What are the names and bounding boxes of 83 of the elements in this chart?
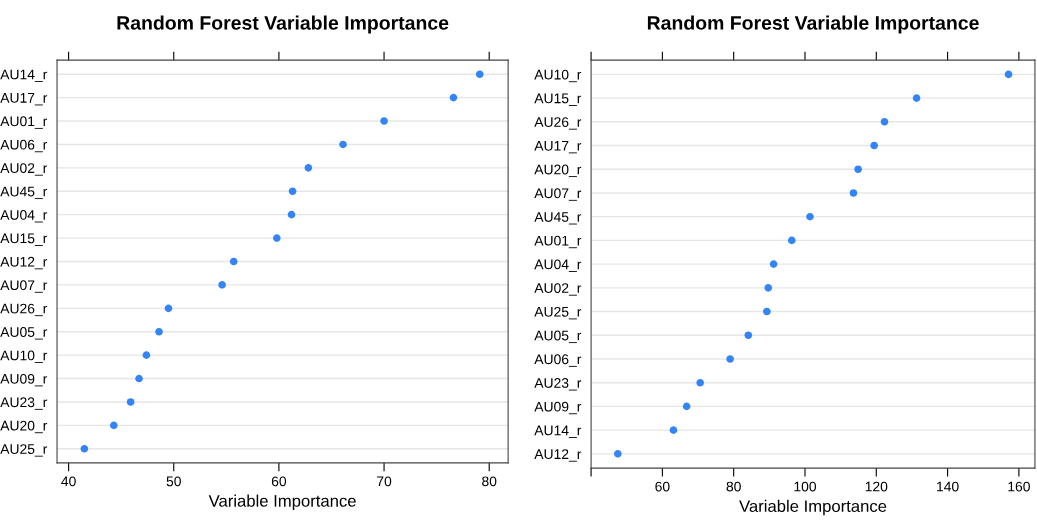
- y-tick-label: AU01_r: [534, 235, 582, 249]
- y-tick-label: AU26_r: [0, 303, 48, 317]
- y-tick-label: AU09_r: [534, 401, 582, 415]
- y-tick-label: AU17_r: [0, 93, 48, 106]
- point: [272, 234, 281, 242]
- x-tick-label: 100: [794, 481, 817, 492]
- point: [135, 374, 143, 383]
- point: [682, 402, 691, 411]
- point: [669, 426, 678, 434]
- y-tick-label: AU14_r: [534, 425, 582, 438]
- y-tick-label: AU26_r: [534, 117, 582, 130]
- chart-title: Random Forest Variable Importance: [647, 15, 979, 34]
- y-tick-label: AU23_r: [534, 378, 582, 391]
- point: [218, 281, 226, 289]
- point: [726, 355, 734, 363]
- x-tick-label: 60: [655, 481, 670, 492]
- chart-title: Random Forest Variable Importance: [117, 15, 449, 34]
- x-tick-label: 50: [166, 476, 181, 487]
- point: [339, 140, 347, 149]
- point: [229, 257, 238, 266]
- point: [614, 450, 622, 458]
- x-tick-label: 140: [937, 481, 959, 492]
- point: [912, 94, 921, 102]
- point: [849, 189, 858, 197]
- point: [1004, 70, 1013, 79]
- point: [287, 210, 296, 219]
- y-tick-label: AU15_r: [534, 93, 582, 106]
- point: [763, 307, 771, 316]
- point: [744, 331, 753, 340]
- x-axis-title: Variable Importance: [208, 494, 356, 511]
- x-tick-label: 70: [377, 476, 392, 487]
- x-tick-label: 80: [726, 481, 741, 492]
- point: [449, 93, 458, 102]
- y-tick-label: AU20_r: [534, 164, 582, 178]
- y-tick-label: AU07_r: [534, 188, 582, 201]
- x-tick-label: 40: [61, 476, 76, 487]
- point: [769, 260, 778, 268]
- y-tick-label: AU12_r: [0, 256, 48, 270]
- y-tick-label: AU01_r: [0, 116, 48, 129]
- y-tick-label: AU25_r: [534, 306, 582, 320]
- y-tick-label: AU45_r: [534, 212, 582, 225]
- y-tick-label: AU06_r: [0, 139, 48, 153]
- point: [155, 327, 163, 336]
- point: [142, 351, 151, 359]
- point: [787, 236, 796, 245]
- y-tick-label: AU12_r: [534, 449, 582, 462]
- y-tick-label: AU05_r: [534, 330, 582, 344]
- y-tick-label: AU02_r: [0, 163, 48, 176]
- x-tick-label: 80: [482, 476, 497, 487]
- y-tick-label: AU09_r: [0, 373, 48, 387]
- y-tick-label: AU04_r: [0, 210, 48, 223]
- point: [304, 164, 313, 172]
- point: [126, 398, 135, 406]
- point: [380, 117, 388, 125]
- y-tick-label: AU04_r: [534, 259, 582, 272]
- point: [696, 378, 704, 387]
- y-tick-label: AU10_r: [0, 350, 48, 363]
- y-tick-label: AU17_r: [534, 141, 582, 154]
- point: [164, 304, 173, 313]
- x-tick-label: 160: [1008, 481, 1030, 492]
- y-tick-label: AU25_r: [0, 444, 48, 457]
- y-tick-label: AU14_r: [0, 69, 48, 82]
- y-tick-label: AU20_r: [0, 420, 48, 434]
- y-tick-label: AU07_r: [0, 280, 48, 293]
- point: [80, 445, 89, 453]
- x-tick-label: 120: [865, 481, 888, 492]
- point: [806, 212, 814, 221]
- point: [854, 165, 862, 174]
- y-tick-label: AU15_r: [0, 233, 48, 246]
- x-axis-title: Variable Importance: [739, 499, 887, 516]
- y-tick-label: AU10_r: [534, 69, 582, 83]
- point: [110, 421, 118, 430]
- point: [475, 70, 484, 78]
- y-tick-label: AU23_r: [0, 397, 48, 410]
- y-tick-label: AU05_r: [0, 327, 48, 340]
- y-tick-label: AU45_r: [0, 186, 48, 200]
- y-tick-label: AU06_r: [534, 354, 582, 367]
- point: [870, 141, 878, 150]
- point: [288, 187, 297, 196]
- y-tick-label: AU02_r: [534, 283, 582, 296]
- point: [880, 118, 889, 126]
- point: [764, 284, 773, 292]
- x-tick-label: 60: [271, 476, 287, 487]
